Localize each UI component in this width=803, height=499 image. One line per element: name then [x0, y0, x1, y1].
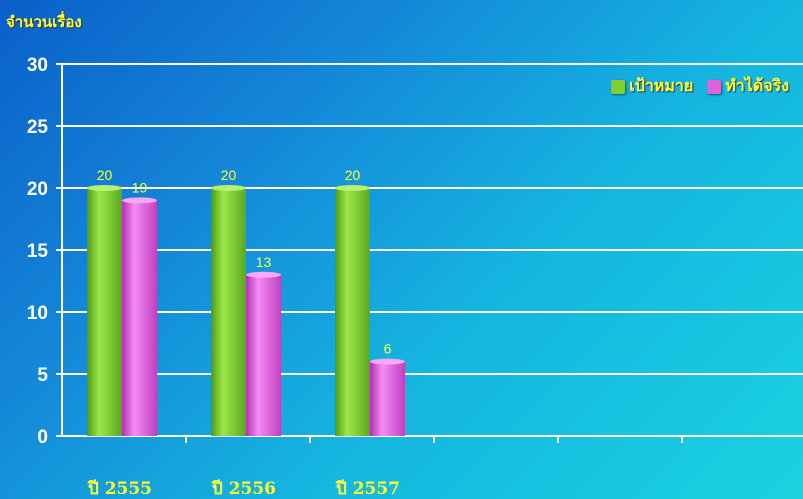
legend-label-target: เป้าหมาย — [629, 76, 694, 95]
x-category-label: ปี 2556 — [211, 478, 276, 499]
bar-actual — [370, 361, 405, 436]
y-tick-label: 0 — [37, 427, 48, 448]
y-tick-label: 15 — [27, 241, 49, 262]
legend-label-actual: ทำได้จริง — [725, 76, 789, 95]
y-tick-label: 10 — [27, 303, 48, 324]
legend-swatch-target — [611, 79, 626, 94]
legend: เป้าหมาย ทำได้จริง — [611, 74, 789, 99]
legend-swatch-actual — [707, 79, 722, 94]
x-category-label: ปี 2557 — [335, 478, 400, 499]
legend-item-actual: ทำได้จริง — [707, 74, 789, 99]
bar-top — [122, 197, 157, 204]
bar-top — [370, 358, 405, 365]
bar-top — [87, 185, 122, 191]
y-tick-label: 5 — [37, 365, 48, 386]
legend-item-target: เป้าหมาย — [611, 74, 693, 99]
x-category-label: ปี 2555 — [87, 478, 152, 499]
y-axis-title: จำนวนเรื่อง — [6, 13, 82, 31]
y-tick-label: 25 — [27, 117, 49, 138]
data-label: 19 — [132, 179, 148, 195]
bar-top — [335, 185, 370, 191]
bar-target — [211, 188, 246, 436]
data-label: 6 — [384, 341, 392, 357]
bar-top — [211, 185, 246, 191]
bar-target — [87, 188, 122, 436]
bar-top — [246, 271, 281, 278]
data-label: 20 — [345, 167, 361, 183]
data-label: 20 — [221, 167, 237, 183]
y-tick-label: 30 — [27, 55, 48, 76]
y-tick-label: 20 — [27, 179, 48, 200]
bar-actual — [246, 274, 281, 436]
data-label: 13 — [256, 254, 272, 270]
bar-actual — [122, 200, 157, 436]
bar-target — [335, 188, 370, 436]
data-label: 20 — [97, 167, 113, 183]
